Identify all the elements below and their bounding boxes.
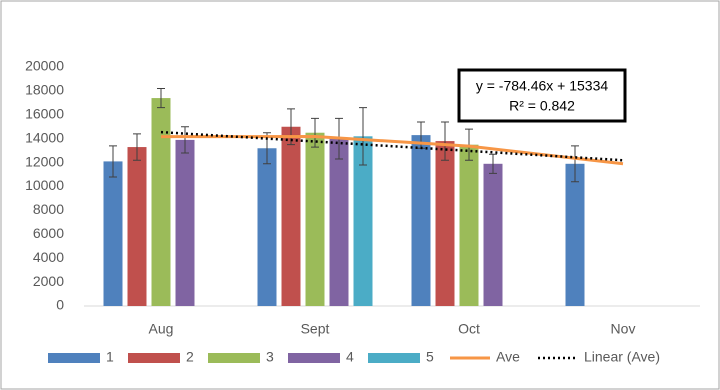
legend-label: 5 <box>426 349 434 365</box>
legend-label: 1 <box>106 349 114 365</box>
x-tick-label: Nov <box>611 321 636 337</box>
y-tick-label: 4000 <box>33 249 64 265</box>
y-tick-label: 18000 <box>25 82 64 98</box>
legend-label: Ave <box>496 349 520 365</box>
error-bar <box>311 117 319 148</box>
x-tick-label: Oct <box>458 321 480 337</box>
annotation-box <box>457 68 627 123</box>
error-bar <box>359 107 367 166</box>
legend-label: 4 <box>346 349 354 365</box>
bar <box>411 135 431 306</box>
bar <box>565 163 585 306</box>
y-tick-label: 14000 <box>25 129 64 145</box>
bar <box>459 144 479 306</box>
bar <box>103 161 123 306</box>
x-tick-label: Sept <box>301 321 330 337</box>
annotation-text: R² = 0.842 <box>509 98 575 114</box>
y-tick-label: 6000 <box>33 225 64 241</box>
trend-line <box>160 130 624 162</box>
legend-swatch <box>368 353 420 363</box>
y-tick-label: 8000 <box>33 201 64 217</box>
bar <box>483 163 503 306</box>
error-bar <box>441 121 449 161</box>
bar <box>305 132 325 306</box>
bar <box>151 98 171 306</box>
legend-swatch <box>48 353 100 363</box>
bar <box>353 136 373 306</box>
error-bar <box>181 126 189 154</box>
bar <box>127 147 147 306</box>
legend-label: Linear (Ave) <box>584 349 660 365</box>
bar <box>329 138 349 306</box>
y-tick-label: 16000 <box>25 106 64 122</box>
y-tick-label: 12000 <box>25 153 64 169</box>
x-tick-label: Aug <box>149 321 174 337</box>
bar <box>175 139 195 306</box>
error-bar <box>109 145 117 178</box>
legend-label: 2 <box>186 349 194 365</box>
y-tick-label: 2000 <box>33 273 64 289</box>
y-tick-label: 10000 <box>25 177 64 193</box>
bar <box>435 141 455 306</box>
error-bar <box>571 145 579 183</box>
bar <box>257 148 277 306</box>
legend-swatch <box>288 353 340 363</box>
error-bar <box>157 88 165 109</box>
legend-swatch <box>208 353 260 363</box>
legend-swatch <box>128 353 180 363</box>
error-bar <box>489 153 497 174</box>
y-tick-label: 0 <box>56 297 64 313</box>
bar <box>281 126 301 306</box>
annotation-text: y = -784.46x + 15334 <box>476 78 609 94</box>
error-bar <box>133 133 141 161</box>
y-tick-label: 20000 <box>25 58 64 74</box>
legend-label: 3 <box>266 349 274 365</box>
error-bar <box>287 108 295 146</box>
